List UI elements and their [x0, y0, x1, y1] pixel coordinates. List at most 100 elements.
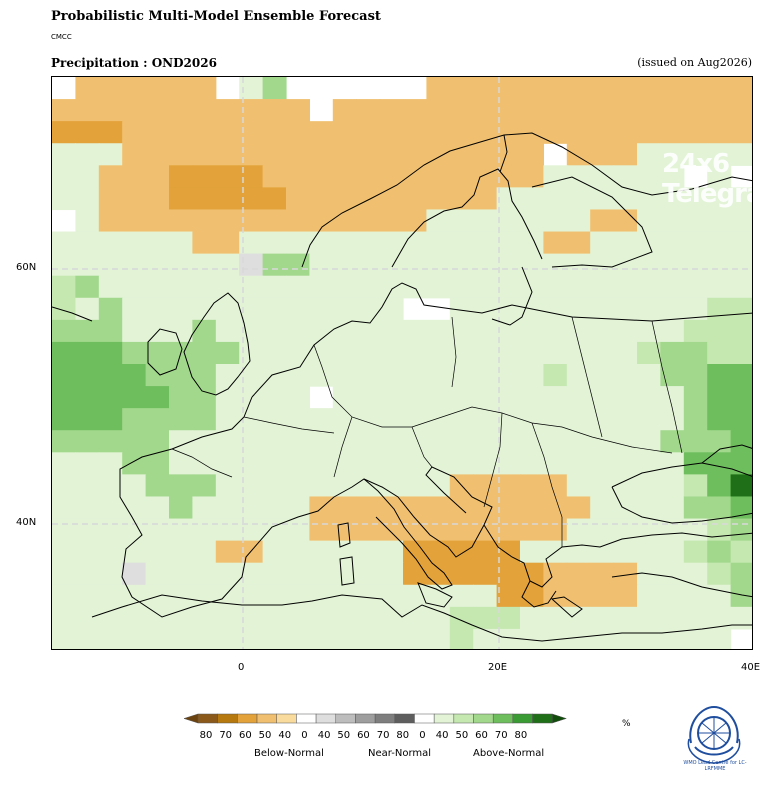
grid-cell	[730, 209, 752, 233]
colorbar-cell	[237, 713, 258, 724]
grid-cell	[730, 518, 752, 542]
grid-cell	[145, 275, 170, 299]
colorbar-cell	[433, 713, 455, 724]
grid-cell	[543, 496, 568, 520]
grid-cell	[239, 77, 264, 100]
grid-cell	[637, 364, 661, 387]
grid-cell	[332, 606, 357, 630]
colorbar-tick-label: 70	[219, 730, 232, 741]
colorbar-cell	[217, 713, 238, 724]
grid-cell	[239, 187, 264, 211]
grid-cell	[122, 121, 147, 144]
grid-cell	[356, 496, 381, 520]
grid-cell	[543, 99, 568, 122]
grid-cell	[660, 231, 685, 255]
grid-cell	[449, 231, 474, 255]
grid-cell	[379, 606, 404, 630]
grid-cell	[52, 231, 76, 255]
grid-cell	[590, 275, 615, 299]
grid-cell	[613, 319, 638, 343]
grid-cell	[683, 319, 708, 343]
grid-cell	[52, 606, 76, 630]
grid-cell	[473, 452, 498, 475]
grid-cell	[660, 364, 685, 387]
grid-cell	[730, 143, 752, 166]
grid-cell	[449, 319, 474, 343]
lon-tick-0: 0	[238, 662, 245, 673]
grid-cell	[356, 297, 381, 321]
grid-cell	[98, 231, 123, 255]
grid-cell	[52, 628, 76, 649]
grid-cell	[566, 628, 591, 649]
grid-cell	[543, 584, 568, 608]
grid-cell	[426, 364, 451, 387]
grid-cell	[332, 319, 357, 343]
grid-cell	[75, 540, 100, 564]
grid-cell	[192, 165, 217, 188]
grid-cell	[613, 540, 638, 564]
grid-cell	[590, 99, 615, 122]
grid-cell	[239, 319, 264, 343]
grid-cell	[543, 187, 568, 211]
grid-cell	[590, 231, 615, 255]
grid-cell	[683, 496, 708, 520]
grid-cell	[239, 584, 264, 608]
grid-cell	[52, 297, 76, 321]
grid-cell	[145, 540, 170, 564]
grid-cell	[660, 408, 685, 431]
grid-cell	[332, 165, 357, 188]
grid-cell	[473, 297, 498, 321]
grid-cell	[426, 165, 451, 188]
grid-cell	[122, 518, 147, 542]
grid-cell	[192, 231, 217, 255]
grid-cell	[379, 386, 404, 409]
grid-cell	[426, 253, 451, 277]
grid-cell	[730, 319, 752, 343]
grid-cell	[449, 99, 474, 122]
grid-cell	[730, 275, 752, 299]
grid-cell	[122, 253, 147, 277]
grid-cell	[683, 187, 708, 211]
grid-cell	[403, 121, 427, 144]
grid-cell	[473, 99, 498, 122]
grid-cell	[192, 430, 217, 453]
grid-cell	[169, 319, 193, 343]
grid-cell	[145, 231, 170, 255]
grid-cell	[473, 364, 498, 387]
grid-cell	[566, 430, 591, 453]
watermark-logo: 24x6 Telegram	[662, 149, 752, 209]
grid-cell	[145, 408, 170, 431]
grid-cell	[449, 408, 474, 431]
grid-cell	[286, 562, 310, 586]
grid-cell	[543, 474, 568, 498]
grid-cell	[590, 430, 615, 453]
grid-cell	[543, 452, 568, 475]
grid-cell	[169, 452, 193, 475]
grid-cell	[215, 319, 240, 343]
colorbar-cell	[512, 713, 533, 724]
grid-cell	[98, 165, 123, 188]
grid-cell	[309, 584, 334, 608]
grid-cell	[473, 187, 498, 211]
grid-cell	[637, 606, 661, 630]
grid-cell	[566, 474, 591, 498]
grid-cell	[426, 99, 451, 122]
grid-cell	[379, 99, 404, 122]
grid-cell	[590, 386, 615, 409]
grid-cell	[730, 386, 752, 409]
grid-cell	[473, 253, 498, 277]
grid-cell	[496, 474, 521, 498]
wmo-logo-icon	[687, 705, 741, 764]
grid-cell	[707, 143, 732, 166]
colorbar-tick-label: 60	[357, 730, 370, 741]
grid-cell	[356, 518, 381, 542]
grid-cell	[262, 584, 287, 608]
grid-cell	[520, 77, 544, 100]
grid-cell	[145, 253, 170, 277]
grid-cell	[192, 364, 217, 387]
grid-cell	[543, 606, 568, 630]
grid-cell	[309, 253, 334, 277]
grid-cell	[286, 187, 310, 211]
grid-cell	[192, 496, 217, 520]
grid-cell	[520, 584, 544, 608]
